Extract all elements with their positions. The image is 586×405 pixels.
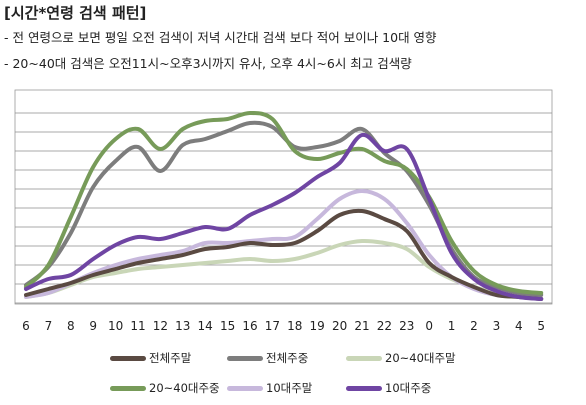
legend-item: 10대주중 bbox=[346, 380, 431, 396]
x-tick-label: 4 bbox=[515, 319, 523, 333]
x-tick-label: 6 bbox=[22, 319, 30, 333]
legend-swatch bbox=[346, 385, 382, 391]
legend-item: 전체주말 bbox=[110, 350, 191, 366]
legend-swatch bbox=[346, 355, 382, 361]
legend-swatch bbox=[227, 355, 263, 361]
chart-title: [시간*연령 검색 패턴] bbox=[4, 4, 147, 22]
x-tick-label: 23 bbox=[399, 319, 414, 333]
x-tick-label: 0 bbox=[425, 319, 433, 333]
x-tick-label: 16 bbox=[242, 319, 257, 333]
note-20-40s-pattern: - 20~40대 검색은 오전11시~오후3시까지 유사, 오후 4시~6시 최… bbox=[4, 56, 412, 71]
legend-item: 20~40대주말 bbox=[346, 350, 456, 366]
x-tick-label: 13 bbox=[175, 319, 190, 333]
x-tick-label: 11 bbox=[130, 319, 145, 333]
x-tick-label: 1 bbox=[448, 319, 456, 333]
x-tick-label: 12 bbox=[153, 319, 168, 333]
x-tick-label: 21 bbox=[354, 319, 369, 333]
legend-label: 10대주중 bbox=[385, 381, 432, 395]
series-line-0 bbox=[24, 208, 544, 301]
legend-label: 10대주말 bbox=[266, 381, 313, 395]
x-tick-label: 14 bbox=[198, 319, 213, 333]
plot-frame bbox=[14, 89, 553, 305]
x-tick-label: 20 bbox=[332, 319, 347, 333]
x-tick-label: 3 bbox=[493, 319, 501, 333]
x-tick-label: 19 bbox=[310, 319, 325, 333]
x-tick-label: 22 bbox=[377, 319, 392, 333]
x-tick-label: 2 bbox=[470, 319, 478, 333]
legend-label: 20~40대주중 bbox=[149, 381, 220, 395]
x-tick-label: 5 bbox=[537, 319, 545, 333]
x-tick-label: 7 bbox=[45, 319, 53, 333]
legend-label: 20~40대주말 bbox=[385, 351, 456, 365]
legend-item: 10대주말 bbox=[227, 380, 312, 396]
legend-label: 전체주중 bbox=[266, 351, 309, 365]
legend-item: 전체주중 bbox=[227, 350, 308, 366]
legend-swatch bbox=[110, 385, 146, 391]
x-tick-label: 10 bbox=[108, 319, 123, 333]
x-tick-label: 9 bbox=[89, 319, 97, 333]
legend-item: 20~40대주중 bbox=[110, 380, 220, 396]
series-line-5 bbox=[24, 132, 544, 301]
series-line-3 bbox=[24, 110, 544, 295]
note-weekday-vs-evening: - 전 연령으로 보면 평일 오전 검색이 저녁 시간대 검색 보다 적어 보이… bbox=[4, 30, 437, 45]
x-tick-label: 15 bbox=[220, 319, 235, 333]
legend-swatch bbox=[227, 385, 263, 391]
x-tick-label: 17 bbox=[265, 319, 280, 333]
legend-label: 전체주말 bbox=[149, 351, 192, 365]
legend-swatch bbox=[110, 355, 146, 361]
x-tick-label: 8 bbox=[67, 319, 75, 333]
x-tick-label: 18 bbox=[287, 319, 302, 333]
